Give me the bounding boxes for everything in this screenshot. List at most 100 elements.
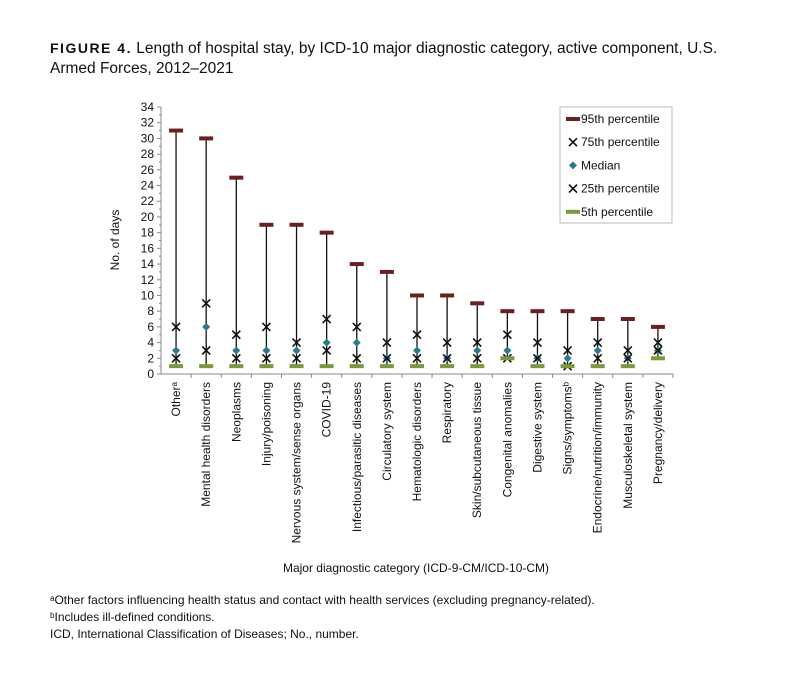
5th-percentile-point (650, 356, 665, 361)
y-tick-label: 2 (147, 351, 154, 365)
75th-percentile-point (412, 330, 422, 340)
y-tick-label: 12 (141, 273, 155, 287)
5th-percentile-point (289, 364, 304, 369)
5th-percentile-point (379, 364, 394, 369)
5th-percentile-point (560, 364, 575, 369)
25th-percentile-point (231, 353, 241, 363)
95th-percentile-point (530, 309, 545, 314)
y-tick-label: 20 (141, 210, 155, 224)
75th-percentile-point (502, 330, 512, 340)
5th-percentile-point (259, 364, 274, 369)
y-axis-title: No. of days (108, 210, 122, 271)
75th-percentile-point (593, 338, 603, 348)
25th-percentile-point (261, 353, 271, 363)
category-label: Congenital anomalies (500, 382, 514, 497)
median-point (352, 338, 361, 347)
category-label: Nervous system/sense organs (290, 382, 304, 543)
95th-percentile-point (620, 317, 635, 322)
y-tick-label: 16 (141, 241, 155, 255)
y-tick-label: 30 (141, 131, 155, 145)
legend-label: 5th percentile (581, 205, 653, 219)
5th-percentile-point (530, 364, 545, 369)
75th-percentile-point (201, 298, 211, 308)
figure-title: FIGURE 4. Length of hospital stay, by IC… (50, 38, 750, 79)
median-point (322, 338, 331, 347)
legend-label: 95th percentile (581, 112, 660, 126)
75th-percentile-point (352, 322, 362, 332)
75th-percentile-point (532, 338, 543, 348)
25th-percentile-point (472, 353, 482, 363)
25th-percentile-point (322, 345, 332, 356)
5th-percentile-point (199, 364, 214, 369)
75th-percentile-point (382, 338, 392, 348)
95th-percentile-point (560, 309, 575, 314)
75th-percentile-point (231, 330, 241, 340)
category-label: Injury/poisoning (259, 382, 273, 466)
95th-percentile-point (440, 293, 455, 298)
median-point (593, 346, 602, 355)
95th-percentile-point (199, 136, 214, 141)
category-label: Musculoskeletal system (621, 382, 635, 509)
category-label: Neoplasms (229, 382, 243, 442)
legend-marker (568, 137, 578, 147)
legend (559, 106, 673, 224)
median-point (473, 346, 482, 355)
y-tick-label: 28 (141, 147, 155, 161)
legend-marker (569, 161, 577, 170)
25th-percentile-point (593, 353, 603, 363)
95th-percentile-point (229, 175, 244, 180)
5th-percentile-point (500, 356, 515, 361)
category-label: Signs/symptomsᵇ (561, 382, 575, 475)
median-point (503, 346, 512, 355)
95th-percentile-point (319, 230, 334, 235)
95th-percentile-point (289, 222, 304, 227)
category-label: Pregnancy/delivery (651, 382, 665, 484)
75th-percentile-point (442, 338, 452, 348)
legend-marker (566, 209, 580, 214)
5th-percentile-point (620, 364, 635, 369)
y-tick-label: 4 (147, 336, 154, 350)
footnote-abbrev: ICD, International Classification of Dis… (50, 627, 359, 641)
legend-marker (568, 184, 578, 194)
95th-percentile-point (259, 222, 274, 227)
5th-percentile-point (470, 364, 485, 369)
25th-percentile-point (623, 353, 633, 363)
75th-percentile-point (472, 338, 482, 348)
legend-label: 75th percentile (581, 135, 660, 149)
median-point (232, 346, 241, 355)
25th-percentile-point (442, 353, 452, 363)
category-label: Hematologic disorders (410, 382, 424, 501)
25th-percentile-point (653, 345, 663, 356)
95th-percentile-point (410, 293, 424, 298)
footnotes: ᵃOther factors influencing health status… (50, 592, 595, 643)
5th-percentile-point (319, 364, 334, 369)
y-tick-label: 14 (141, 257, 155, 271)
median-point (292, 346, 301, 355)
category-label: Endocrine/nutrition/immunity (591, 382, 605, 533)
95th-percentile-point (169, 128, 184, 133)
y-tick-label: 0 (147, 367, 154, 381)
95th-percentile-point (650, 324, 665, 329)
25th-percentile-point (201, 345, 211, 356)
legend-marker (566, 117, 580, 121)
legend-label: Median (581, 158, 620, 172)
median-point (262, 346, 271, 355)
y-tick-label: 32 (141, 116, 155, 130)
y-tick-label: 34 (141, 100, 155, 114)
category-label: Infectious/parasitic diseases (350, 382, 364, 532)
y-tick-label: 22 (141, 194, 155, 208)
median-point (172, 346, 181, 355)
75th-percentile-point (623, 345, 633, 356)
95th-percentile-point (379, 269, 394, 274)
25th-percentile-point (352, 353, 362, 363)
95th-percentile-point (590, 317, 605, 322)
5th-percentile-point (590, 364, 605, 369)
median-point (413, 346, 421, 355)
y-tick-label: 18 (141, 226, 155, 240)
category-label: Respiratory (440, 382, 454, 443)
figure-title-text: Length of hospital stay, by ICD-10 major… (50, 40, 718, 77)
footnote-b: ᵇIncludes ill-defined conditions. (50, 610, 215, 624)
75th-percentile-point (261, 322, 271, 332)
75th-percentile-point (291, 338, 302, 348)
